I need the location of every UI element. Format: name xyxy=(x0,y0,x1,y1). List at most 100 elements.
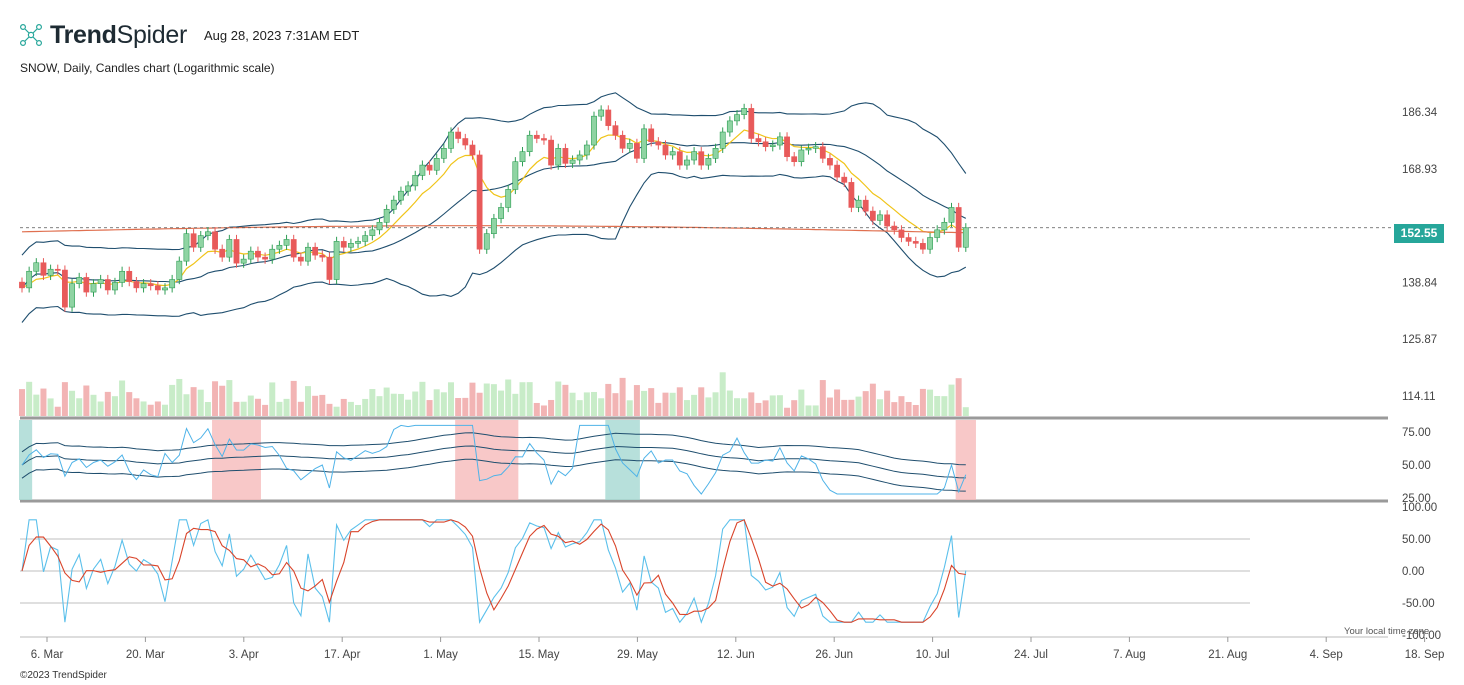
volume-bar xyxy=(791,400,798,416)
volume-bar xyxy=(204,402,211,416)
volume-bar xyxy=(598,398,605,416)
price-tick-label: 186.34 xyxy=(1402,107,1438,119)
candle xyxy=(855,199,862,208)
volume-bar xyxy=(533,402,540,416)
volume-bar xyxy=(176,378,183,416)
candle xyxy=(119,270,125,283)
candle xyxy=(691,151,697,161)
candle xyxy=(548,139,554,166)
volume-bar xyxy=(962,407,969,416)
volume-bar xyxy=(169,384,176,416)
bollinger-upper-line xyxy=(21,92,967,256)
volume-bar xyxy=(805,405,812,416)
candle xyxy=(862,199,869,212)
candle xyxy=(455,131,462,139)
volume-bar xyxy=(476,392,483,416)
candle xyxy=(19,281,25,289)
stoch-k-line xyxy=(21,518,967,624)
candle xyxy=(676,151,683,166)
candle xyxy=(312,246,319,256)
candle xyxy=(498,207,504,219)
volume-bar xyxy=(562,384,569,416)
volume-bar xyxy=(448,382,454,416)
volume-bar xyxy=(540,405,547,416)
volume-bar xyxy=(862,391,869,416)
candle xyxy=(898,229,905,238)
volume-bar xyxy=(440,392,447,416)
volume-bar xyxy=(955,378,962,416)
volume-bar xyxy=(340,398,347,416)
candle xyxy=(383,208,390,223)
candle xyxy=(891,225,898,231)
candle xyxy=(705,158,712,166)
candle xyxy=(605,109,612,126)
copyright: ©2023 TrendSpider xyxy=(20,670,107,681)
candle xyxy=(919,243,926,250)
chart-timestamp: Aug 28, 2023 7:31AM EDT xyxy=(204,28,360,43)
candle xyxy=(941,221,948,231)
volume-bar xyxy=(662,392,669,416)
candle xyxy=(26,270,33,289)
candle xyxy=(848,182,855,208)
volume-bar xyxy=(469,382,476,416)
candle xyxy=(541,138,547,141)
volume-bar xyxy=(891,402,898,416)
volume-bar xyxy=(462,397,469,416)
candle xyxy=(376,221,383,231)
volume-bar xyxy=(905,402,912,416)
candle xyxy=(126,270,133,282)
x-tick-label: 1. May xyxy=(423,649,458,661)
candle xyxy=(219,248,226,258)
candle xyxy=(934,229,941,238)
volume-bar xyxy=(898,396,905,416)
x-tick-label: 18. Sep xyxy=(1405,649,1445,661)
volume-bar xyxy=(40,388,47,416)
volume-bar xyxy=(147,404,154,416)
volume-bar xyxy=(305,386,311,416)
volume-bar xyxy=(262,404,269,416)
volume-bar xyxy=(247,395,254,416)
candle xyxy=(169,279,176,289)
candle xyxy=(197,235,204,248)
volume-bar xyxy=(691,394,698,416)
candle xyxy=(669,151,676,156)
candle xyxy=(583,144,590,156)
stoch-tick-label: 100.00 xyxy=(1402,502,1437,514)
volume-bar xyxy=(183,394,190,416)
volume-bar xyxy=(555,381,562,416)
volume-bar xyxy=(111,396,118,416)
candle xyxy=(805,148,812,151)
candle xyxy=(655,141,662,146)
candle xyxy=(648,128,655,143)
x-tick-label: 7. Aug xyxy=(1113,649,1146,661)
candle xyxy=(140,283,147,289)
candle xyxy=(176,260,183,280)
candle xyxy=(755,138,762,143)
volume-bar xyxy=(197,389,204,416)
volume-bar xyxy=(355,404,362,416)
candle xyxy=(526,134,533,152)
volume-bar xyxy=(683,400,690,416)
candle xyxy=(791,156,798,163)
candle xyxy=(905,237,912,242)
trendspider-logo: TrendSpider xyxy=(18,20,187,50)
candle xyxy=(962,227,969,248)
x-tick-label: 6. Mar xyxy=(31,649,64,661)
candle xyxy=(90,283,97,293)
volume-bar xyxy=(669,392,676,416)
volume-bar xyxy=(326,403,333,416)
rsi-lower-band xyxy=(21,458,966,492)
candle xyxy=(305,246,311,262)
candle xyxy=(762,141,769,147)
volume-bar xyxy=(655,402,662,416)
volume-bar xyxy=(419,381,426,416)
x-tick-label: 20. Mar xyxy=(126,649,165,661)
candle xyxy=(812,146,819,149)
volume-bar xyxy=(776,395,783,416)
volume-bar xyxy=(748,392,755,416)
stoch-tick-label: -100.00 xyxy=(1402,630,1441,642)
candle xyxy=(555,148,562,166)
volume-bar xyxy=(312,395,319,416)
candle xyxy=(205,231,211,236)
